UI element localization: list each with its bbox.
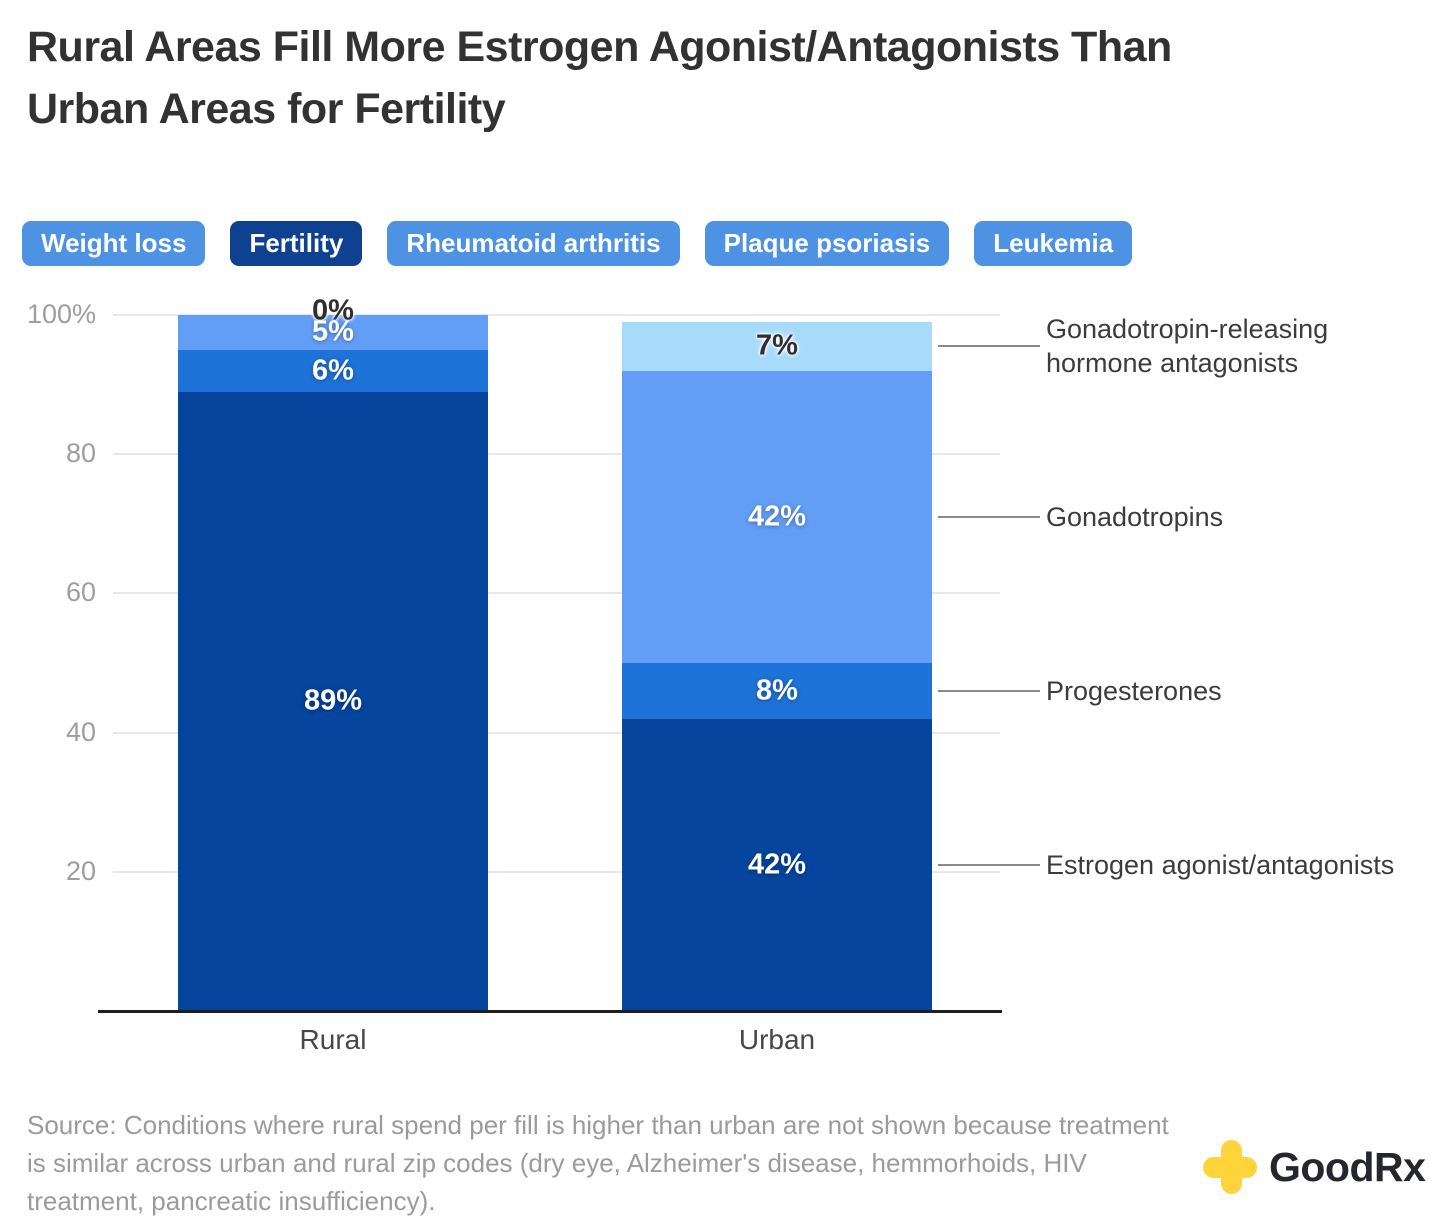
bar-segment: [622, 370, 932, 663]
bar-value-label: 89%: [303, 684, 363, 717]
bar-segment: [178, 391, 488, 1011]
x-axis-label: Urban: [738, 1024, 816, 1055]
bar-value-label: 42%: [747, 848, 807, 881]
leader-line: [938, 689, 1040, 692]
y-axis-tick-label: 80: [65, 438, 96, 469]
bar-value-label: 0%: [312, 294, 354, 327]
tab-rheumatoid-arthritis[interactable]: Rheumatoid arthritis: [387, 221, 680, 266]
leader-line: [938, 863, 1040, 866]
plus-vertical-bar: [1221, 1140, 1242, 1194]
leader-line: [938, 515, 1040, 518]
leader-line: [938, 345, 1040, 348]
tab-plaque-psoriasis[interactable]: Plaque psoriasis: [704, 221, 950, 266]
gridline: [113, 731, 1000, 734]
y-axis-tick-label: 20: [65, 855, 96, 886]
gridline: [113, 453, 1000, 456]
condition-tabs: Weight loss Fertility Rheumatoid arthritis…: [22, 221, 1133, 266]
goodrx-plus-icon: [1203, 1140, 1257, 1194]
source-note: Source: Conditions where rural spend per…: [27, 1110, 1169, 1216]
chart-title-line1: Rural Areas Fill More Estrogen Agonist/A…: [27, 23, 1172, 71]
bar-segment: [622, 321, 932, 371]
series-label: Progesterones: [1046, 675, 1222, 706]
bar-segment: [178, 315, 488, 350]
bar-value-label: 8%: [756, 674, 798, 707]
bar-value-label: 42%: [747, 500, 807, 533]
bar-segment: [178, 349, 488, 392]
bar-segment: [622, 718, 932, 1011]
bar-segment: [622, 663, 932, 719]
tab-fertility[interactable]: Fertility: [230, 221, 363, 266]
gridline: [113, 870, 1000, 873]
chart-title-line2: Urban Areas for Fertility: [27, 85, 506, 133]
x-axis-label: Rural: [299, 1024, 367, 1055]
series-label: Gonadotropins: [1046, 501, 1224, 532]
goodrx-logo-text: GoodRx: [1269, 1143, 1426, 1190]
bar-value-label: 6%: [312, 354, 354, 387]
tab-weight-loss[interactable]: Weight loss: [22, 221, 206, 266]
series-label: Estrogen agonist/antagonists: [1046, 849, 1395, 880]
gridline: [113, 592, 1000, 595]
tab-leukemia[interactable]: Leukemia: [974, 221, 1133, 266]
gridline: [113, 314, 1000, 316]
bar-value-label: 5%: [312, 315, 354, 348]
chart-title: Rural Areas Fill More Estrogen Agonist/A…: [27, 16, 1417, 140]
series-label: Gonadotropin-releasing hormone antagonis…: [1046, 314, 1329, 379]
y-axis-tick-label: 40: [65, 716, 96, 747]
goodrx-logo: GoodRx: [1203, 1140, 1426, 1194]
x-axis-line: [98, 1010, 1002, 1013]
bar-value-label: 7%: [756, 329, 798, 362]
y-axis-tick-label: 60: [65, 577, 96, 608]
y-axis-tick-label: 100%: [26, 299, 96, 329]
